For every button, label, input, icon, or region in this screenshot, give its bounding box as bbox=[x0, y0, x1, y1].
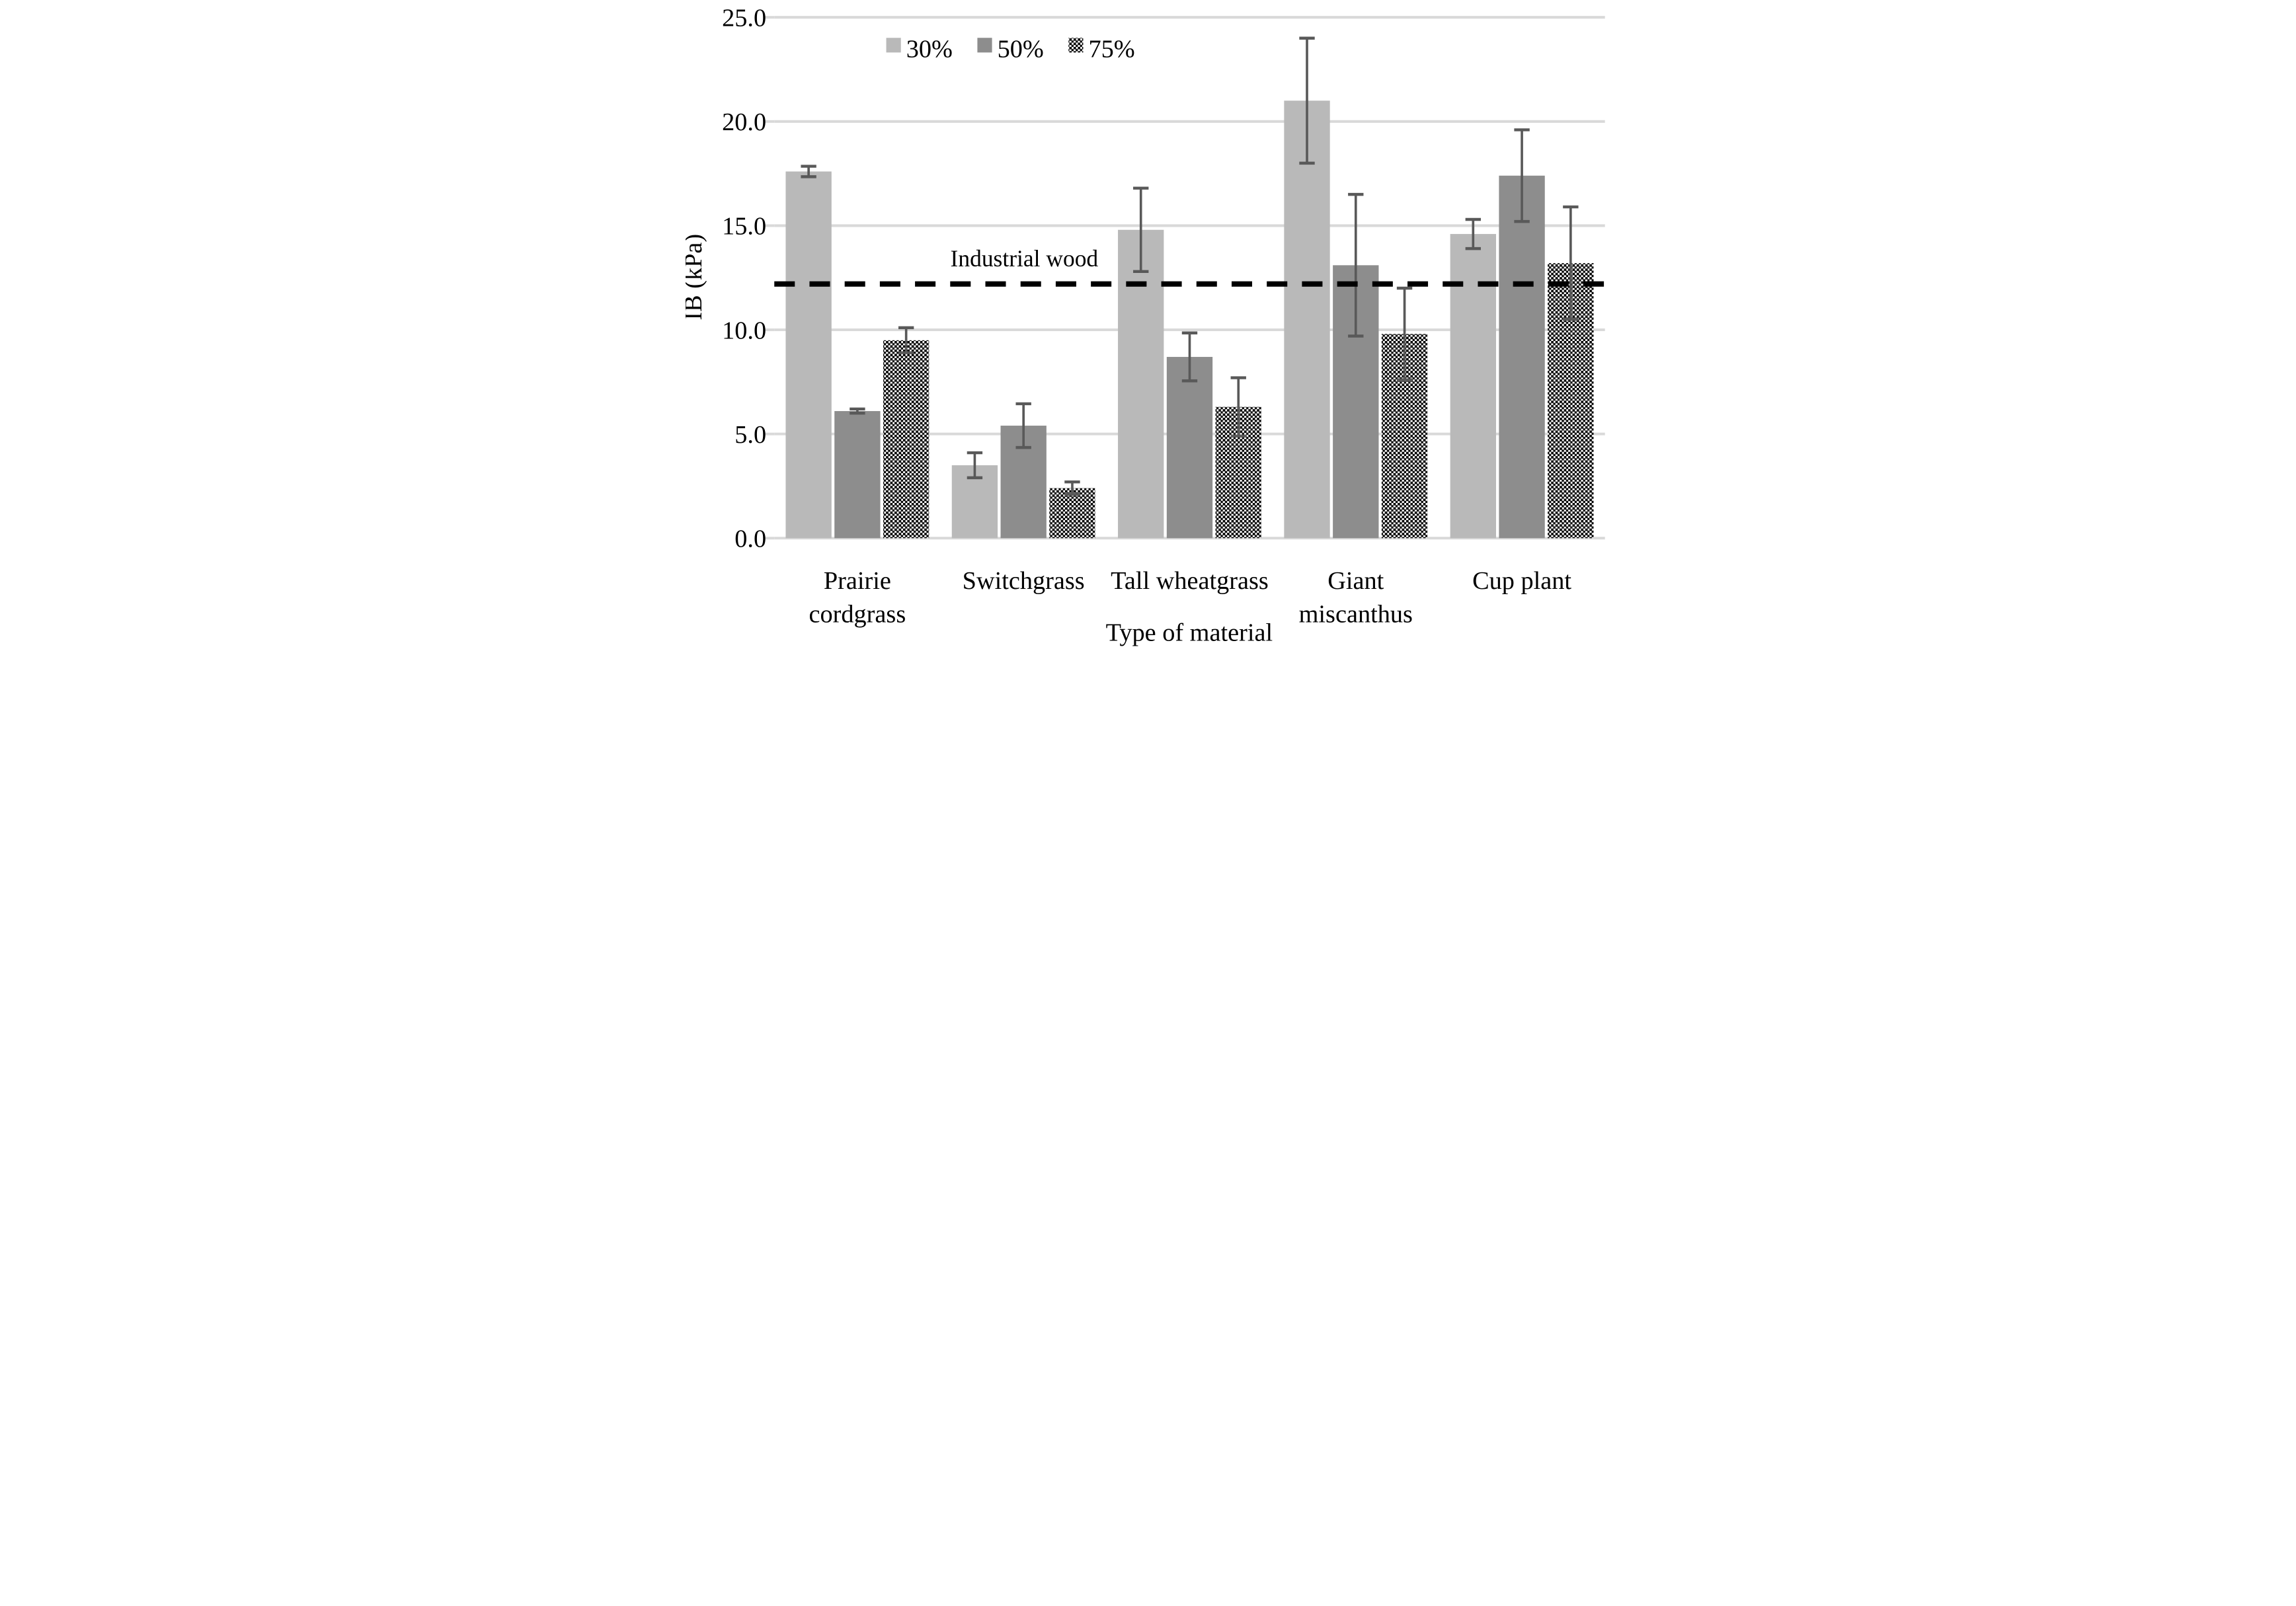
x-category-label: Switchgrass bbox=[962, 567, 1084, 595]
x-category-label: Giant bbox=[1327, 567, 1384, 595]
y-tick-label: 25.0 bbox=[722, 5, 766, 32]
bar-75%-0 bbox=[883, 340, 929, 539]
x-axis-title: Type of material bbox=[1105, 619, 1272, 646]
legend-swatch-50% bbox=[976, 38, 992, 53]
x-category-label: Tall wheatgrass bbox=[1111, 567, 1269, 595]
bar-30%-4 bbox=[1450, 234, 1496, 539]
x-category-label: cordgrass bbox=[809, 600, 906, 628]
x-category-label: miscanthus bbox=[1298, 600, 1412, 628]
bar-chart-figure: 0.0 5.0 10.0 15.0 20.0 25.0 Prairie cordgrass Sw… bbox=[685, 0, 1611, 648]
y-tick-label: 15.0 bbox=[722, 213, 766, 241]
bar-50%-0 bbox=[834, 410, 881, 539]
bar-50%-4 bbox=[1498, 175, 1545, 539]
y-axis-title: IB (kPa) bbox=[686, 234, 707, 321]
bar-75%-1 bbox=[1049, 488, 1095, 539]
y-tick-label: 5.0 bbox=[734, 421, 766, 449]
x-category-label: Prairie bbox=[823, 567, 891, 595]
ib-bar-chart: 0.0 5.0 10.0 15.0 20.0 25.0 Prairie cordgrass Sw… bbox=[685, 0, 1611, 648]
bar-50%-2 bbox=[1166, 357, 1212, 539]
bar-30%-2 bbox=[1117, 229, 1164, 539]
y-tick-label: 0.0 bbox=[734, 525, 766, 553]
x-category-label: Cup plant bbox=[1472, 567, 1571, 595]
y-tick-label: 10.0 bbox=[722, 317, 766, 344]
legend-label-50%: 50% bbox=[997, 36, 1043, 63]
y-tick-label: 20.0 bbox=[722, 108, 766, 136]
reference-line-label: Industrial wood bbox=[950, 245, 1098, 272]
bar-30%-3 bbox=[1283, 100, 1330, 539]
legend-swatch-75% bbox=[1068, 38, 1083, 53]
bar-30%-0 bbox=[785, 171, 832, 539]
legend-label-30%: 30% bbox=[906, 36, 952, 63]
legend-label-75%: 75% bbox=[1088, 36, 1134, 63]
legend-swatch-30% bbox=[886, 38, 901, 53]
